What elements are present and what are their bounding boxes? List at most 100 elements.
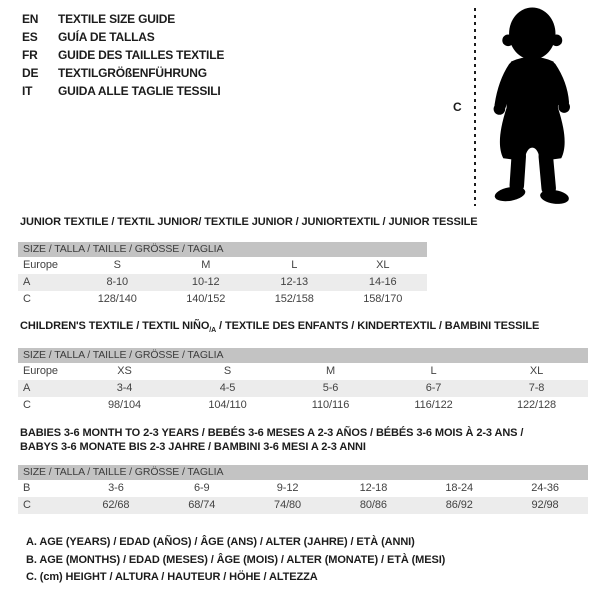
title-segment: BABIES 3-6 MONTH TO 2-3 YEARS / BEBÉS 3-… <box>20 427 524 439</box>
row-value: 140/152 <box>186 293 226 305</box>
size-table: SIZE / TALLA / TAILLE / GRÖSSE / TAGLIA B… <box>18 465 588 514</box>
row-value: 122/128 <box>516 399 557 411</box>
row-value: 3-6 <box>108 482 124 494</box>
language-code: FR <box>22 48 38 62</box>
section-title: BABIES 3-6 MONTH TO 2-3 YEARS / BEBÉS 3-… <box>18 426 588 454</box>
row-value: 74/80 <box>274 499 302 511</box>
section-junior-textile: JUNIOR TEXTILE / TEXTIL JUNIOR/ TEXTILE … <box>18 215 478 310</box>
legend-line: C. (cm) HEIGHT / ALTURA / HAUTEUR / HÖHE… <box>26 571 318 583</box>
legend: A. AGE (YEARS) / EDAD (AÑOS) / ÂGE (ANS)… <box>26 534 445 587</box>
legend-line: A. AGE (YEARS) / EDAD (AÑOS) / ÂGE (ANS)… <box>26 536 415 548</box>
row-label: C <box>23 499 31 511</box>
row-value: 12-18 <box>359 482 388 494</box>
row-value: 128/140 <box>97 293 137 305</box>
table-row: Europe XS S M L XL <box>18 363 588 380</box>
language-label: GUÍA DE TALLAS <box>58 30 155 44</box>
row-value: 10-12 <box>191 276 220 288</box>
row-value: 4-5 <box>219 382 236 394</box>
row-label: A <box>23 276 31 288</box>
language-row: DE TEXTILGRÖßENFÜHRUNG <box>22 64 224 82</box>
row-label: Europe <box>23 259 58 271</box>
row-value: L <box>430 365 437 377</box>
section-title: JUNIOR TEXTILE / TEXTIL JUNIOR/ TEXTILE … <box>18 215 478 229</box>
row-value: XL <box>529 365 544 377</box>
row-label: Europe <box>23 365 58 377</box>
row-value: 104/110 <box>208 399 247 411</box>
language-code: EN <box>22 12 39 26</box>
row-value: 8-10 <box>106 276 129 288</box>
language-label: TEXTILGRÖßENFÜHRUNG <box>58 66 207 80</box>
section-title-line: BABYS 3-6 MONATE BIS 2-3 JAHRE / BAMBINI… <box>20 440 588 454</box>
section-title: CHILDREN'S TEXTILE / TEXTIL NIÑO/A / TEX… <box>18 319 588 338</box>
height-figure: C <box>440 0 600 215</box>
toddler-silhouette-icon <box>493 7 570 204</box>
table-row: Europe S M L XL <box>18 257 427 274</box>
row-value: 7-8 <box>528 382 545 394</box>
section-babies-textile: BABIES 3-6 MONTH TO 2-3 YEARS / BEBÉS 3-… <box>18 426 588 516</box>
row-value: L <box>291 259 298 271</box>
language-label: GUIDA ALLE TAGLIE TESSILI <box>58 84 221 98</box>
row-label: B <box>23 482 31 494</box>
section-title-line: CHILDREN'S TEXTILE / TEXTIL NIÑO/A / TEX… <box>20 319 588 338</box>
title-segment: /A <box>209 327 217 335</box>
language-row: EN TEXTILE SIZE GUIDE <box>22 10 224 28</box>
row-value: 92/98 <box>531 499 559 511</box>
table-row: C 62/68 68/74 74/80 80/86 86/92 92/98 <box>18 497 588 514</box>
table-row: C 128/140 140/152 152/158 158/170 <box>18 291 427 308</box>
row-value: M <box>325 365 336 377</box>
row-value: 9-12 <box>276 482 299 494</box>
language-code: IT <box>22 84 33 98</box>
size-table: SIZE / TALLA / TAILLE / GRÖSSE / TAGLIA E… <box>18 348 588 414</box>
section-title-line: JUNIOR TEXTILE / TEXTIL JUNIOR/ TEXTILE … <box>20 215 478 229</box>
language-row: ES GUÍA DE TALLAS <box>22 28 224 46</box>
row-value: 12-13 <box>280 276 309 288</box>
size-header-bar: SIZE / TALLA / TAILLE / GRÖSSE / TAGLIA <box>18 348 588 363</box>
size-table: SIZE / TALLA / TAILLE / GRÖSSE / TAGLIA E… <box>18 242 427 308</box>
row-label: A <box>23 382 31 394</box>
row-label: C <box>23 293 31 305</box>
row-value: 6-7 <box>425 382 442 394</box>
row-value: 3-4 <box>116 382 133 394</box>
language-label: GUIDE DES TAILLES TEXTILE <box>58 48 225 62</box>
language-row: IT GUIDA ALLE TAGLIE TESSILI <box>22 82 224 100</box>
table-row: C 98/104 104/110 110/116 116/122 122/128 <box>18 397 588 414</box>
row-value: 158/170 <box>363 293 403 305</box>
title-segment: / TEXTILE DES ENFANTS / KINDERTEXTIL / B… <box>216 320 540 332</box>
table-row: A 8-10 10-12 12-13 14-16 <box>18 274 427 291</box>
row-value: 116/122 <box>414 399 453 411</box>
row-value: M <box>201 259 211 271</box>
row-value: 98/104 <box>107 399 142 411</box>
legend-line: B. AGE (MONTHS) / EDAD (MESES) / ÂGE (MO… <box>26 553 446 566</box>
row-value: 110/116 <box>311 399 350 411</box>
section-title-line: BABIES 3-6 MONTH TO 2-3 YEARS / BEBÉS 3-… <box>20 426 588 440</box>
title-segment: CHILDREN'S TEXTILE / TEXTIL NIÑO <box>20 320 210 332</box>
size-header-bar: SIZE / TALLA / TAILLE / GRÖSSE / TAGLIA <box>18 242 427 257</box>
row-value: 14-16 <box>368 276 397 288</box>
row-value: 6-9 <box>193 482 210 494</box>
row-value: 80/86 <box>359 499 387 511</box>
language-code: DE <box>22 66 39 80</box>
language-row: FR GUIDE DES TAILLES TEXTILE <box>22 46 224 64</box>
row-value: 18-24 <box>445 482 474 494</box>
row-value: S <box>113 259 121 271</box>
row-value: 68/74 <box>188 499 216 511</box>
title-segment: JUNIOR TEXTILE / TEXTIL JUNIOR/ TEXTILE … <box>20 216 478 228</box>
language-list: EN TEXTILE SIZE GUIDE ES GUÍA DE TALLAS FR GU… <box>22 10 224 100</box>
row-value: 86/92 <box>445 499 473 511</box>
row-value: XS <box>117 365 132 377</box>
section-childrens-textile: CHILDREN'S TEXTILE / TEXTIL NIÑO/A / TEX… <box>18 319 588 416</box>
height-dotted-line <box>474 8 476 206</box>
height-marker-label: C <box>453 100 462 114</box>
table-row: A 3-4 4-5 5-6 6-7 7-8 <box>18 380 588 397</box>
language-label: TEXTILE SIZE GUIDE <box>58 12 176 26</box>
language-code: ES <box>22 30 38 44</box>
row-value: S <box>223 365 232 377</box>
table-row: B 3-6 6-9 9-12 12-18 18-24 24-36 <box>18 480 588 497</box>
row-value: 62/68 <box>102 499 130 511</box>
row-label: C <box>23 399 31 411</box>
size-header-bar: SIZE / TALLA / TAILLE / GRÖSSE / TAGLIA <box>18 465 588 480</box>
row-value: 24-36 <box>531 482 559 494</box>
row-value: 5-6 <box>322 382 339 394</box>
row-value: 152/158 <box>274 293 314 305</box>
row-value: XL <box>376 259 390 271</box>
